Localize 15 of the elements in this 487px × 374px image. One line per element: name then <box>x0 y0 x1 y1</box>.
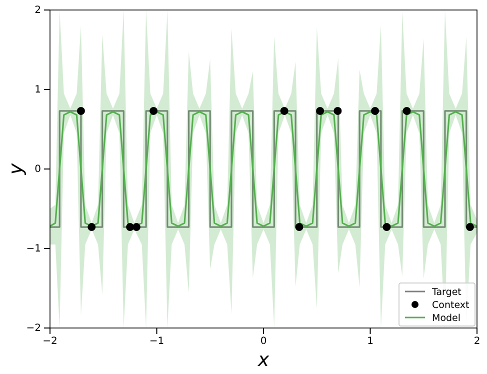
y-tick-label: −1 <box>26 244 41 255</box>
x-tick-label: 2 <box>474 336 480 348</box>
y-tick-label: 2 <box>34 5 41 16</box>
x-tick-label: −2 <box>42 336 58 348</box>
legend-label: Context <box>432 300 470 311</box>
x-tick-label: 0 <box>260 336 267 348</box>
y-tick-label: 0 <box>34 164 41 176</box>
legend-label: Model <box>432 313 461 324</box>
y-axis-title: y <box>5 162 27 176</box>
y-tick-label: −2 <box>26 323 41 334</box>
legend-label: Target <box>431 287 462 298</box>
x-tick-label: −1 <box>149 336 164 348</box>
x-tick-label: 1 <box>367 336 374 348</box>
x-axis-title: x <box>256 349 270 371</box>
y-tick-label: 1 <box>34 84 41 96</box>
